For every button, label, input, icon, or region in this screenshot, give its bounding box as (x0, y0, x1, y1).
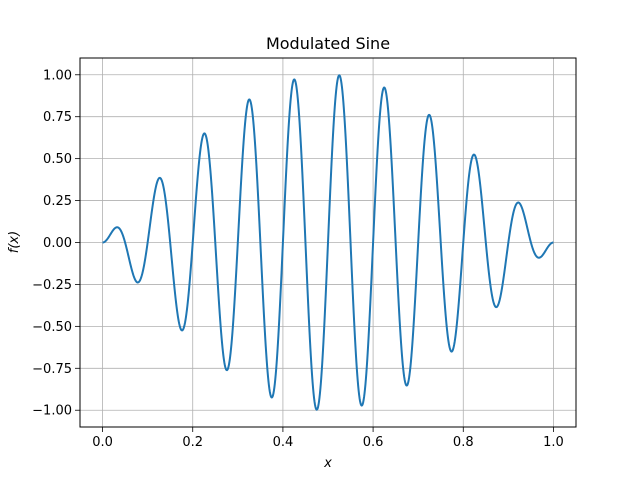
y-tick-label: 1.00 (43, 68, 72, 83)
y-axis-label: f(x) (7, 231, 22, 253)
y-tick-label: −1.00 (32, 404, 72, 419)
axis-ticks: 0.0 0.2 0.4 0.6 0.8 1.0 1.00 0.75 0.50 0.25 0.00 −0… (32, 68, 564, 450)
x-tick-label: 0.2 (182, 435, 203, 450)
x-tick-label: 0.8 (453, 435, 474, 450)
series-line (102, 74, 554, 411)
x-tick-label: 0.6 (363, 435, 384, 450)
x-tick-label: 0.0 (92, 435, 113, 450)
x-tick-label: 0.4 (273, 435, 294, 450)
series-layer (102, 74, 554, 411)
y-tick-label: −0.50 (32, 320, 72, 335)
y-tick-label: 0.25 (43, 194, 72, 209)
y-tick-label: 0.50 (43, 152, 72, 167)
y-tick-label: 0.00 (43, 236, 72, 251)
y-tick-label: −0.25 (32, 278, 72, 293)
chart-title: Modulated Sine (266, 34, 390, 53)
x-tick-label: 1.0 (543, 435, 564, 450)
y-tick-label: −0.75 (32, 362, 72, 377)
x-axis-label: x (323, 456, 332, 471)
y-tick-label: 0.75 (43, 110, 72, 125)
